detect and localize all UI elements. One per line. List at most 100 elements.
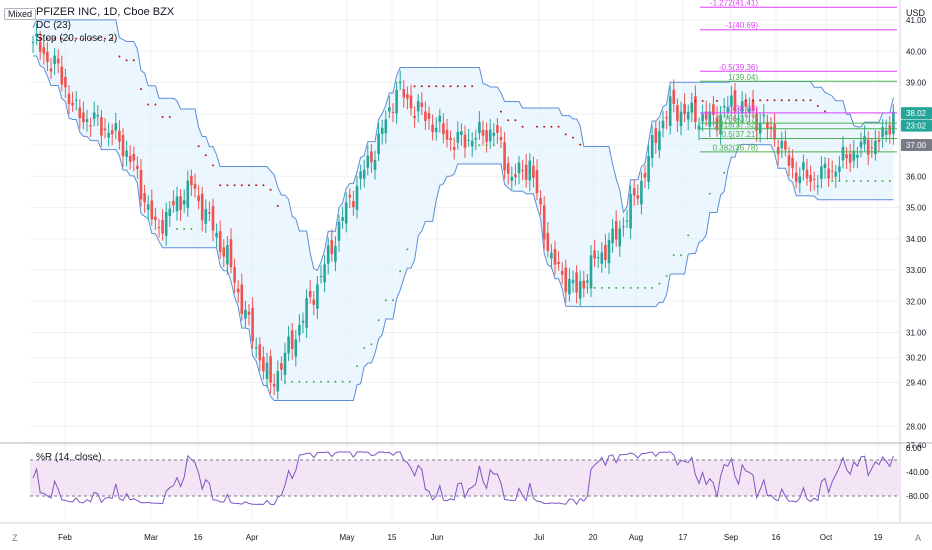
stop-legend[interactable]: Stop (20, close, 2) bbox=[36, 33, 118, 44]
candle-body bbox=[395, 89, 398, 114]
candle-body bbox=[524, 164, 528, 180]
candle-body bbox=[856, 154, 859, 158]
stop-dot bbox=[327, 380, 330, 383]
candle-body bbox=[409, 95, 413, 109]
candle-body bbox=[740, 101, 744, 114]
oscillator-tick-label: -80.00 bbox=[906, 492, 929, 501]
candle-body bbox=[197, 195, 200, 202]
candle-body bbox=[60, 66, 64, 85]
stop-dot bbox=[644, 286, 646, 289]
candle-body bbox=[463, 134, 467, 148]
stop-dot bbox=[874, 180, 877, 183]
candle-body bbox=[636, 195, 640, 199]
y-tick-label: 36.00 bbox=[906, 172, 927, 181]
stop-dot bbox=[860, 180, 862, 183]
candle-body bbox=[146, 204, 150, 210]
candle-body bbox=[132, 154, 136, 161]
candle-body bbox=[139, 169, 143, 200]
mode-badge[interactable]: Mixed bbox=[4, 8, 37, 20]
oscillator-legend[interactable]: %R (14, close) bbox=[36, 452, 102, 463]
candle-body bbox=[679, 111, 683, 127]
stop-dot bbox=[219, 184, 222, 187]
y-tick-label: 33.00 bbox=[906, 266, 927, 275]
candle-body bbox=[668, 96, 672, 127]
candle-body bbox=[478, 122, 481, 134]
candle-body bbox=[168, 208, 172, 217]
stop-dot bbox=[312, 380, 315, 383]
candle-body bbox=[780, 140, 784, 149]
stop-dot bbox=[615, 286, 618, 289]
x-tick-label: Mar bbox=[144, 533, 158, 542]
x-tick-label: 16 bbox=[772, 533, 781, 542]
candle-body bbox=[704, 111, 708, 120]
candle-body bbox=[352, 201, 355, 208]
candle-body bbox=[38, 41, 42, 52]
candle-body bbox=[791, 157, 794, 169]
candle-body bbox=[820, 166, 823, 179]
candle-body bbox=[298, 324, 301, 336]
stop-dot bbox=[528, 174, 531, 177]
candle-body bbox=[629, 193, 632, 229]
candle-body bbox=[427, 113, 431, 120]
stop-dot bbox=[507, 119, 510, 122]
stop-dot bbox=[500, 110, 502, 113]
donchian-legend[interactable]: DC (23) bbox=[36, 20, 72, 31]
candle-body bbox=[600, 252, 604, 264]
candle-body bbox=[312, 299, 316, 305]
stop-dot bbox=[39, 37, 42, 40]
candle-body bbox=[589, 255, 593, 289]
candle-body bbox=[305, 298, 308, 328]
fib-level-label: 0.618(37.52) bbox=[713, 120, 759, 129]
candle-body bbox=[737, 118, 740, 120]
stop-dot bbox=[204, 154, 207, 157]
stop-dot bbox=[600, 286, 603, 289]
candle-body bbox=[805, 169, 809, 179]
candle-body bbox=[218, 231, 222, 252]
candle-body bbox=[553, 249, 557, 265]
stop-dot bbox=[809, 99, 812, 102]
candle-body bbox=[802, 162, 805, 170]
y-tick-label: 35.00 bbox=[906, 204, 927, 213]
candle-body bbox=[607, 240, 611, 264]
stop-dot bbox=[104, 37, 106, 40]
candle-body bbox=[460, 131, 463, 136]
stop-dot bbox=[111, 37, 114, 40]
stop-dot bbox=[752, 99, 754, 102]
stop-dot bbox=[456, 85, 459, 88]
y-tick-label: 30.20 bbox=[906, 354, 927, 363]
stop-dot bbox=[226, 184, 229, 187]
candle-body bbox=[701, 113, 704, 122]
stop-dot bbox=[298, 380, 301, 383]
candle-body bbox=[406, 94, 409, 99]
candle-body bbox=[456, 132, 460, 143]
candle-body bbox=[258, 344, 262, 361]
candle-body bbox=[697, 125, 701, 130]
y-tick-label: 39.00 bbox=[906, 79, 927, 88]
candle-body bbox=[272, 383, 276, 387]
candle-body bbox=[398, 81, 402, 84]
fib-level-label: 0(38.03) bbox=[728, 104, 758, 113]
timezone-button[interactable]: Z bbox=[12, 533, 18, 543]
candle-body bbox=[712, 104, 715, 115]
candle-body bbox=[769, 126, 773, 129]
candle-body bbox=[182, 200, 186, 205]
stop-dot bbox=[435, 85, 438, 88]
candle-body bbox=[658, 131, 661, 151]
candle-body bbox=[254, 347, 258, 349]
candle-body bbox=[848, 153, 852, 163]
candle-body bbox=[884, 130, 888, 135]
candle-body bbox=[344, 202, 348, 224]
candle-body bbox=[337, 221, 341, 241]
candle-body bbox=[100, 117, 103, 136]
auto-scale-button[interactable]: A bbox=[915, 533, 922, 543]
candle-body bbox=[416, 101, 420, 112]
candle-body bbox=[470, 140, 474, 147]
stop-dot bbox=[370, 343, 373, 346]
stop-dot bbox=[744, 99, 747, 102]
candle-body bbox=[82, 112, 85, 123]
stop-dot bbox=[478, 144, 481, 147]
candle-body bbox=[640, 180, 643, 205]
candle-body bbox=[571, 280, 575, 284]
